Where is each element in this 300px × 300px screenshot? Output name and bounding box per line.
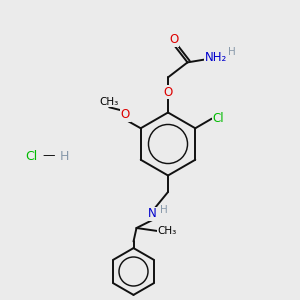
Text: CH₃: CH₃ — [158, 226, 177, 236]
Text: NH₂: NH₂ — [205, 51, 227, 64]
Text: CH₃: CH₃ — [100, 97, 119, 107]
Text: H: H — [60, 149, 69, 163]
Text: O: O — [121, 108, 130, 121]
Text: H: H — [228, 47, 236, 57]
Text: H: H — [160, 205, 168, 215]
Text: —: — — [42, 149, 55, 163]
Text: Cl: Cl — [26, 149, 38, 163]
Text: O: O — [169, 33, 178, 46]
Text: O: O — [164, 86, 172, 99]
Text: N: N — [148, 207, 157, 220]
Text: Cl: Cl — [213, 112, 224, 124]
